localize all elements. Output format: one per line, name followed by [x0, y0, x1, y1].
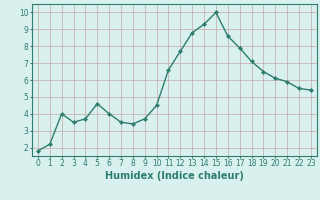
X-axis label: Humidex (Indice chaleur): Humidex (Indice chaleur) [105, 171, 244, 181]
